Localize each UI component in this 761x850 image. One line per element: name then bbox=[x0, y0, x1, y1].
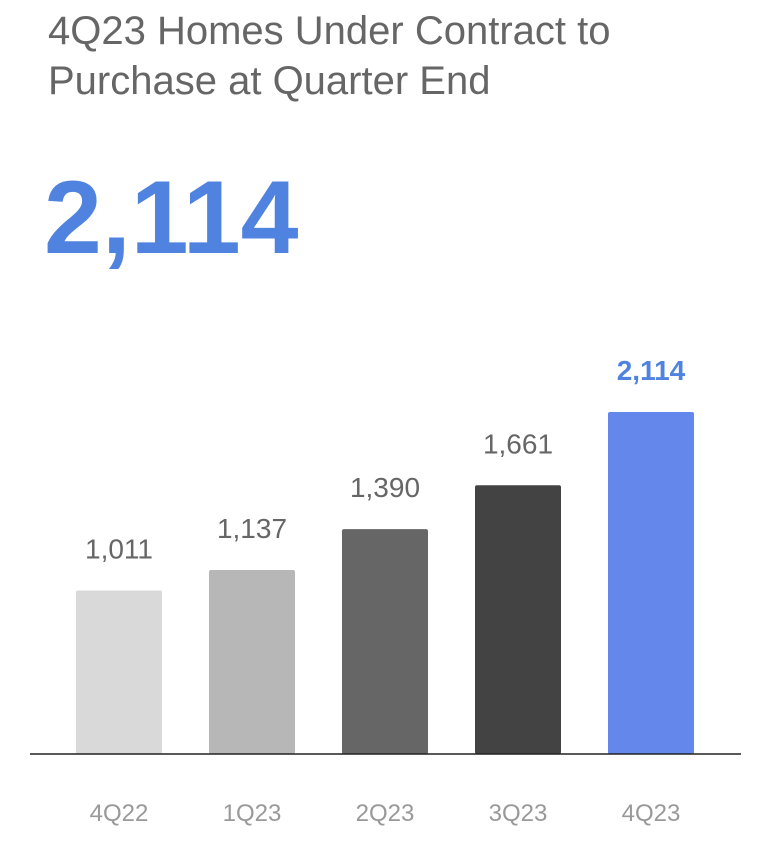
bar-4q23 bbox=[608, 412, 694, 754]
bar-4q22 bbox=[76, 590, 162, 754]
value-labels-layer: 1,011 1,137 1,390 1,661 2,114 bbox=[85, 355, 686, 564]
bar-2q23 bbox=[342, 529, 428, 754]
x-tick-4q22: 4Q22 bbox=[90, 800, 149, 827]
bar-3q23 bbox=[475, 485, 561, 754]
value-label-3q23: 1,661 bbox=[483, 428, 553, 459]
value-label-4q22: 1,011 bbox=[85, 533, 153, 564]
x-tick-labels-layer: 4Q22 1Q23 2Q23 3Q23 4Q23 bbox=[90, 800, 681, 827]
x-tick-1q23: 1Q23 bbox=[223, 800, 282, 827]
value-label-4q23: 2,114 bbox=[617, 355, 686, 386]
bars-layer bbox=[76, 412, 694, 754]
value-label-1q23: 1,137 bbox=[217, 513, 287, 544]
bar-chart: 1,011 1,137 1,390 1,661 2,114 4Q22 1Q23 2Q23 3Q… bbox=[30, 355, 741, 827]
x-tick-2q23: 2Q23 bbox=[356, 800, 415, 827]
x-tick-3q23: 3Q23 bbox=[489, 800, 548, 827]
x-tick-4q23: 4Q23 bbox=[622, 800, 681, 827]
headline-value: 2,114 bbox=[44, 160, 299, 276]
chart-title: 4Q23 Homes Under Contract to Purchase at… bbox=[48, 9, 611, 103]
bar-1q23 bbox=[209, 570, 295, 754]
value-label-2q23: 1,390 bbox=[350, 472, 420, 503]
